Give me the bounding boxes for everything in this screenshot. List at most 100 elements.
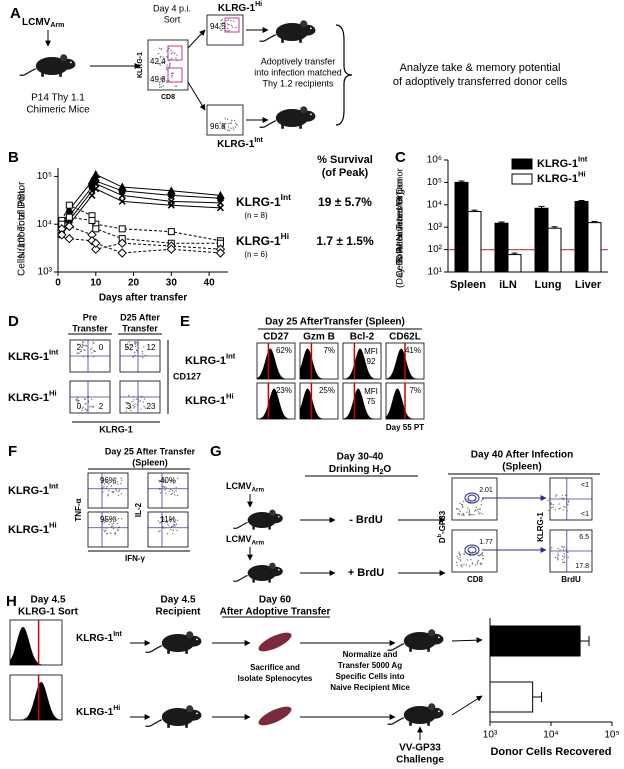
label-sup: Hi xyxy=(255,1,262,8)
error-bar xyxy=(580,636,590,646)
event-dot xyxy=(135,342,137,344)
event-dot xyxy=(109,532,112,535)
event-dot xyxy=(175,490,177,492)
event-dot xyxy=(458,508,460,511)
event-dot xyxy=(106,532,109,535)
label: Bcl-2 xyxy=(350,332,375,343)
legend-label: KLRG-1Hi xyxy=(537,170,586,185)
histogram xyxy=(300,388,338,419)
label-sup: Int xyxy=(578,155,588,164)
event-dot xyxy=(77,401,79,403)
event-dot xyxy=(567,503,569,506)
label-base: LCMV xyxy=(22,17,51,28)
event-dot xyxy=(107,495,109,497)
event-dot xyxy=(105,519,108,521)
event-dot xyxy=(480,500,482,502)
bar xyxy=(547,227,562,273)
event-dot xyxy=(115,477,117,480)
event-dot xyxy=(557,558,559,560)
label-tail: -GP33 xyxy=(438,510,447,534)
event-dot xyxy=(169,64,171,66)
event-dot xyxy=(459,553,461,555)
event-dot xyxy=(171,76,173,78)
marker xyxy=(118,197,126,205)
event-dot xyxy=(222,125,224,128)
event-dot xyxy=(106,485,108,488)
event-dot xyxy=(477,554,479,557)
event-dot xyxy=(159,481,161,483)
event-dot xyxy=(462,506,464,509)
event-dot xyxy=(463,553,465,555)
event-dot xyxy=(174,85,176,87)
event-dot xyxy=(134,343,136,345)
label-base: KLRG-1 xyxy=(8,485,49,497)
event-dot xyxy=(222,124,224,126)
event-dot xyxy=(143,398,146,400)
event-dot xyxy=(169,521,172,523)
label-sub: Arm xyxy=(252,539,265,546)
plot-frame xyxy=(451,529,498,573)
mouse xyxy=(232,509,284,531)
event-dot xyxy=(92,406,94,409)
event-dot xyxy=(476,508,478,511)
label-sup: Hi xyxy=(113,705,120,712)
event-dot xyxy=(549,506,551,508)
event-dot xyxy=(164,481,166,484)
event-dot xyxy=(174,525,176,527)
event-dot xyxy=(219,27,221,30)
event-dot xyxy=(476,561,479,563)
flow-plot xyxy=(206,104,244,136)
event-dot xyxy=(555,494,558,496)
event-dot xyxy=(474,510,476,512)
event-dot xyxy=(161,62,164,64)
plot-frame xyxy=(87,511,129,548)
event-dot xyxy=(231,26,234,28)
x-tick-label: 0 xyxy=(55,278,61,289)
event-dot xyxy=(125,402,128,405)
label-sup: Int xyxy=(113,631,122,638)
event-dot xyxy=(234,122,237,125)
event-dot xyxy=(466,511,468,513)
label: 11% xyxy=(160,515,175,524)
event-dot xyxy=(222,22,224,24)
event-dot xyxy=(170,528,172,531)
label: KLRG-1Hi xyxy=(76,705,120,718)
event-dot xyxy=(121,479,123,481)
event-dot xyxy=(76,352,78,355)
event-dot xyxy=(168,519,171,522)
histogram xyxy=(10,681,62,720)
event-dot xyxy=(141,352,144,355)
label: KLRG-1 xyxy=(99,424,133,434)
flow-plot xyxy=(87,511,129,548)
mouse xyxy=(258,19,317,44)
event-dot xyxy=(563,555,566,557)
event-dot xyxy=(83,349,85,351)
bar xyxy=(507,254,522,273)
event-dot xyxy=(128,407,131,409)
label-base: KLRG-1 xyxy=(8,524,49,536)
event-dot xyxy=(163,486,166,488)
event-dot xyxy=(134,340,136,343)
event-dot xyxy=(91,352,93,354)
label: 2 xyxy=(99,402,104,411)
y-tick-label: 10⁵ xyxy=(427,177,442,188)
label: 3 xyxy=(127,402,132,411)
event-dot xyxy=(469,513,472,515)
label: TNF-α xyxy=(74,498,83,521)
event-dot xyxy=(105,480,108,483)
event-dot xyxy=(233,128,235,131)
marker xyxy=(92,225,100,233)
label: <1 xyxy=(581,511,589,518)
event-dot xyxy=(471,563,474,565)
marker xyxy=(166,244,177,254)
spleen xyxy=(258,706,292,726)
event-dot xyxy=(162,85,165,87)
label-base: KLRG-1 xyxy=(185,355,226,367)
label: KLRG-1Int xyxy=(217,137,263,150)
event-dot xyxy=(234,126,237,128)
label: 42.4 xyxy=(150,57,166,66)
event-dot xyxy=(133,405,136,408)
event-dot xyxy=(219,26,221,28)
label: (of Peak) xyxy=(322,167,369,179)
event-dot xyxy=(81,407,83,410)
